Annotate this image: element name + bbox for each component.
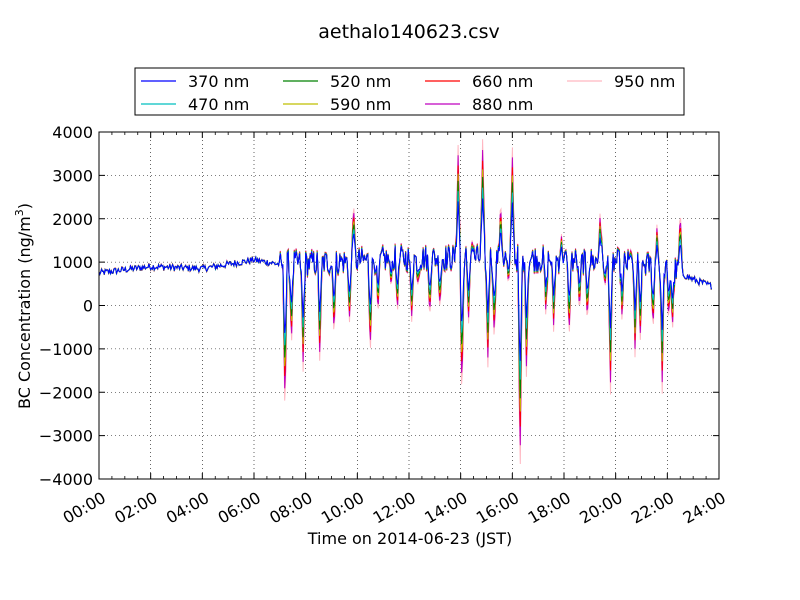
legend-label: 880 nm	[472, 95, 533, 114]
y-tick-label: −1000	[39, 340, 93, 359]
x-tick-label: 10:00	[318, 488, 367, 528]
legend: 370 nm 470 nm 520 nm 590 nm 660 nm 880 nm 950 …	[134, 67, 685, 116]
x-tick-label: 08:00	[266, 488, 315, 528]
x-tick-label: 16:00	[473, 488, 522, 528]
y-tick-label: −2000	[39, 383, 93, 402]
x-tick-label: 14:00	[421, 488, 470, 528]
legend-box	[134, 67, 685, 116]
series-line-590-nm	[98, 169, 712, 412]
y-tick-label: 2000	[52, 210, 93, 229]
y-tick-label: 0	[83, 297, 93, 316]
series-line-370-nm	[98, 198, 712, 361]
y-tick-label: −3000	[39, 427, 93, 446]
y-axis-label-main: BC Concentration (ng/m	[15, 216, 34, 409]
axis-ticks: 00:00 02:00 04:00 06:00 08:00 10:00 12:00 14:00…	[39, 123, 729, 528]
y-axis-label-sup: 3	[13, 209, 26, 216]
y-axis-label: BC Concentration (ng/m3)	[13, 203, 34, 409]
series-line-470-nm	[98, 187, 712, 380]
x-tick-label: 02:00	[111, 488, 160, 528]
legend-label: 660 nm	[472, 72, 533, 91]
x-tick-label: 00:00	[60, 488, 109, 528]
legend-label: 370 nm	[188, 72, 249, 91]
x-tick-label: 06:00	[215, 488, 264, 528]
y-tick-label: 4000	[52, 123, 93, 142]
series-line-660-nm	[98, 160, 712, 427]
x-axis-label: Time on 2014-06-23 (JST)	[307, 529, 512, 548]
legend-label: 470 nm	[188, 95, 249, 114]
legend-label: 520 nm	[330, 72, 391, 91]
y-tick-label: 1000	[52, 253, 93, 272]
series-line-520-nm	[98, 176, 712, 399]
y-tick-label: 3000	[52, 166, 93, 185]
grid	[99, 132, 719, 479]
x-tick-label: 04:00	[163, 488, 212, 528]
y-tick-label: −4000	[39, 470, 93, 489]
chart-title: aethalo140623.csv	[318, 21, 500, 43]
series-line-880-nm	[98, 149, 712, 446]
y-axis-label-tail: )	[15, 203, 34, 209]
legend-label: 590 nm	[330, 95, 391, 114]
x-tick-label: 12:00	[370, 488, 419, 528]
x-tick-label: 24:00	[680, 488, 729, 528]
x-tick-label: 22:00	[628, 488, 677, 528]
legend-label: 950 nm	[614, 72, 675, 91]
series-line-950-nm	[98, 139, 712, 465]
x-tick-label: 20:00	[576, 488, 625, 528]
x-tick-label: 18:00	[525, 488, 574, 528]
plot-series	[98, 139, 712, 465]
